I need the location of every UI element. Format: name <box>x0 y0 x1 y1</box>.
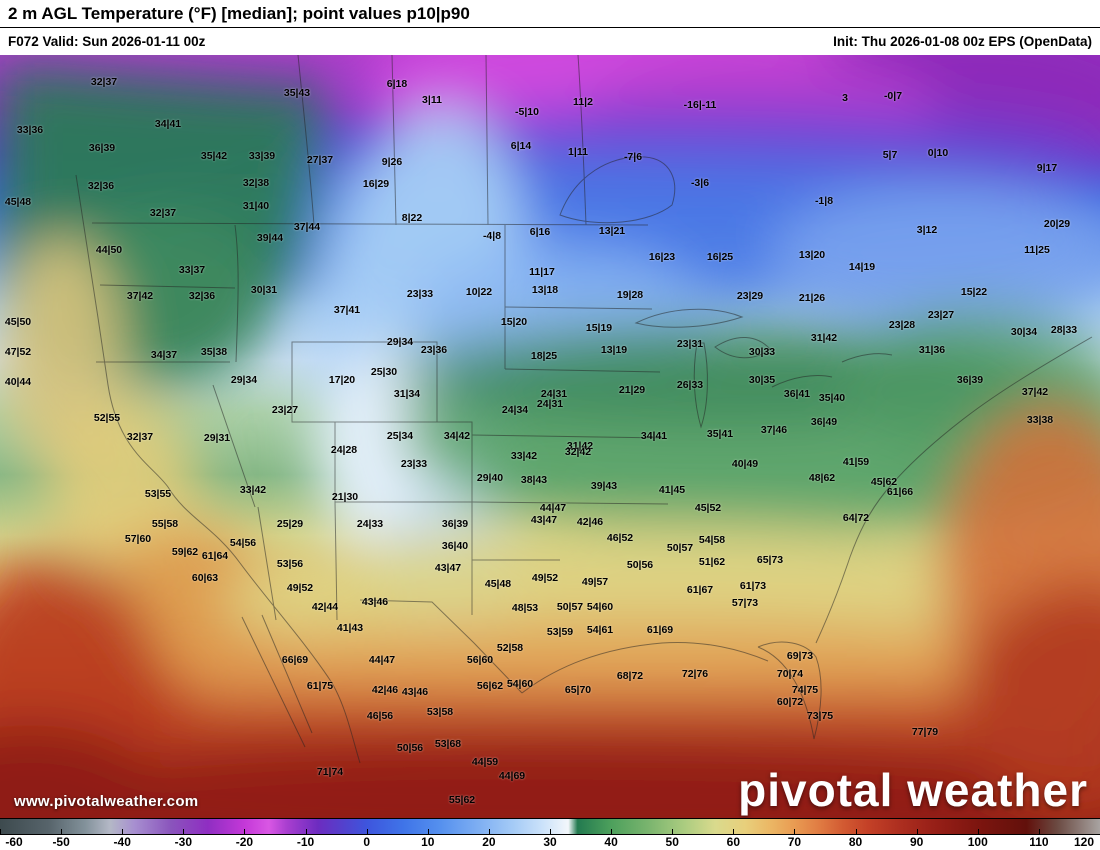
map-graphic <box>0 55 1100 818</box>
colorbar-tick-label: -60 <box>5 835 23 849</box>
colorbar-tick-label: 20 <box>482 835 496 849</box>
colorbar-tick-label: -50 <box>52 835 70 849</box>
colorbar-tick-label: 100 <box>967 835 988 849</box>
colorbar-tick-mark <box>1038 829 1040 834</box>
colorbar-tick-mark <box>183 829 185 834</box>
colorbar-tick-label: 0 <box>363 835 370 849</box>
colorbar-tick-mark <box>122 829 124 834</box>
colorbar-tick-label: 10 <box>421 835 435 849</box>
colorbar-tick-label: 120 <box>1073 835 1095 849</box>
colorbar-tick-label: 30 <box>543 835 557 849</box>
colorbar-tick-mark <box>305 829 307 834</box>
colorbar-tick-label: 80 <box>848 835 863 849</box>
colorbar-tick-labels: -60 -50 -40 -30 -20 -10 0 10 20 30 40 50 60 70 80 90 100… <box>0 835 1100 849</box>
map-title: 2 m AGL Temperature (°F) [median]; point… <box>0 0 1100 28</box>
colorbar-tick-mark <box>794 829 796 834</box>
colorbar-tick-mark <box>916 829 918 834</box>
colorbar-tick-mark <box>427 829 429 834</box>
colorbar-tick-mark <box>672 829 674 834</box>
map-header: 2 m AGL Temperature (°F) [median]; point… <box>0 0 1100 55</box>
colorbar-tick-mark <box>61 829 63 834</box>
colorbar-tick-mark <box>977 829 979 834</box>
temperature-field-blobs <box>0 55 1100 818</box>
colorbar-tick-mark <box>733 829 735 834</box>
colorbar-tick-label: -30 <box>174 835 192 849</box>
colorbar-tick-mark <box>855 829 857 834</box>
colorbar-tick-label: -20 <box>235 835 254 849</box>
colorbar-tick-label: 110 <box>1029 835 1049 849</box>
temperature-map[interactable]: www.pivotalweather.com pivotal weather <box>0 55 1100 818</box>
state-borders <box>75 55 1093 764</box>
colorbar-tick-label: 50 <box>665 835 679 849</box>
colorbar-tick-mark <box>611 829 613 834</box>
colorbar-tick-label: -10 <box>296 835 315 849</box>
pivotal-weather-watermark: pivotal weather <box>738 764 1088 817</box>
colorbar-tick-label: 90 <box>909 835 924 849</box>
colorbar-tick-mark <box>244 829 246 834</box>
temperature-colorbar: -60 -50 -40 -30 -20 -10 0 10 20 30 40 50 60 70 80 90 100… <box>0 818 1100 850</box>
valid-time-label: F072 Valid: Sun 2026-01-11 00z <box>8 33 206 49</box>
colorbar-tick-mark <box>550 829 551 834</box>
colorbar-tick-label: 70 <box>787 835 802 849</box>
colorbar-tick-mark <box>366 829 368 834</box>
colorbar-tick-label: 40 <box>604 835 618 849</box>
init-time-label: Init: Thu 2026-01-08 00z EPS (OpenData) <box>833 33 1092 49</box>
colorbar-gradient-band <box>0 818 1100 835</box>
colorbar-tick-label: -40 <box>113 835 131 849</box>
colorbar-tick-mark <box>0 829 1 834</box>
colorbar-tick-mark <box>488 829 490 834</box>
colorbar-tick-label: 60 <box>726 835 741 849</box>
website-watermark: www.pivotalweather.com <box>14 793 199 810</box>
